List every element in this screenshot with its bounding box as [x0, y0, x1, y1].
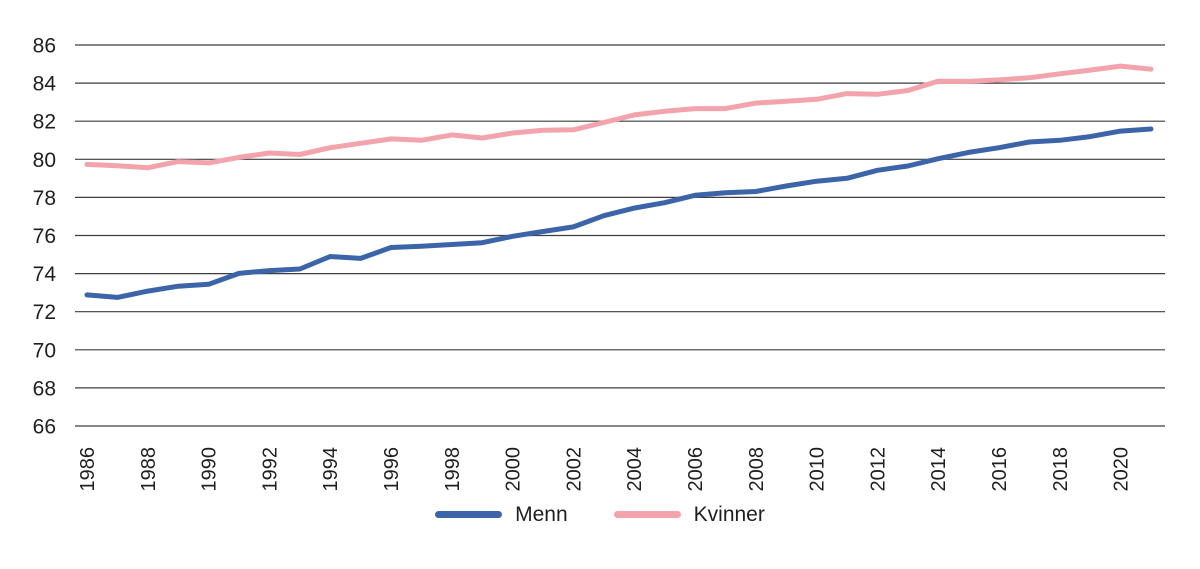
y-tick-label: 70	[33, 339, 56, 362]
gridlines	[75, 44, 1165, 427]
x-tick-label: 1994	[320, 447, 342, 492]
x-tick-label: 1992	[259, 447, 281, 492]
y-tick-label: 78	[33, 187, 56, 210]
legend-label-kvinner: Kvinner	[693, 503, 765, 526]
x-axis-labels: 1986 1988 1990 1992 1994 1996 1998 2000 2002 2004…	[77, 447, 1133, 492]
y-tick-label: 84	[33, 73, 57, 96]
x-tick-label: 1996	[381, 447, 403, 492]
y-tick-label: 72	[33, 301, 56, 324]
legend-swatch-kvinner	[613, 511, 681, 518]
x-tick-label: 2012	[867, 447, 889, 492]
y-tick-label: 74	[33, 263, 57, 286]
y-tick-label: 82	[33, 111, 56, 134]
x-tick-label: 2016	[989, 447, 1011, 492]
legend: Menn Kvinner	[0, 504, 1200, 525]
x-tick-label: 1986	[77, 447, 99, 492]
x-tick-label: 1998	[442, 447, 464, 492]
y-tick-label: 66	[33, 416, 56, 439]
x-tick-label: 1990	[199, 447, 221, 492]
x-tick-label: 2000	[503, 447, 525, 492]
y-tick-label: 80	[33, 149, 56, 172]
legend-item-kvinner: Kvinner	[613, 503, 765, 526]
series-line-menn	[84, 126, 1154, 300]
x-tick-label: 2014	[928, 447, 950, 492]
x-tick-label: 2010	[807, 447, 829, 492]
data-series	[84, 63, 1154, 300]
series-line-kvinner	[84, 63, 1154, 171]
x-tick-label: 1988	[138, 447, 160, 492]
legend-label-menn: Menn	[515, 503, 568, 526]
y-tick-label: 86	[33, 35, 56, 58]
y-tick-label: 68	[33, 377, 56, 400]
x-tick-label: 2008	[746, 447, 768, 492]
x-tick-label: 2004	[624, 447, 646, 492]
x-tick-label: 2002	[563, 447, 585, 492]
y-axis-labels: 66 68 70 72 74 76 78 80 82 84 86	[33, 35, 57, 439]
x-tick-label: 2006	[685, 447, 707, 492]
legend-swatch-menn	[435, 511, 503, 518]
x-tick-label: 2020	[1111, 447, 1133, 492]
legend-item-menn: Menn	[435, 504, 568, 525]
x-tick-label: 2018	[1050, 447, 1072, 492]
y-tick-label: 76	[33, 225, 56, 248]
